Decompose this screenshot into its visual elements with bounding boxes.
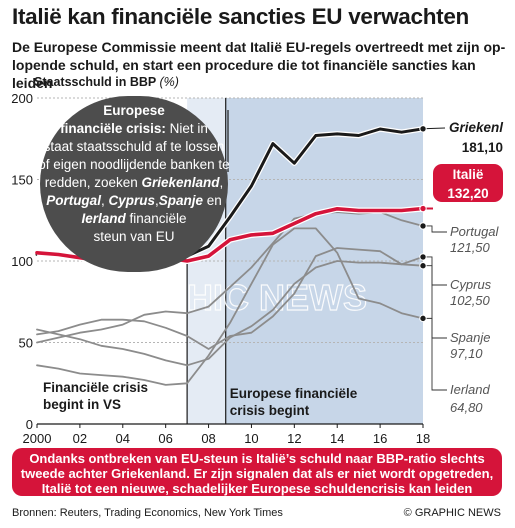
y-tick-label: 200 (11, 91, 33, 106)
x-tick-label: 14 (330, 431, 344, 446)
series-end-marker (419, 314, 427, 323)
annotation-line: financiële crisis: Niet in (60, 121, 208, 136)
x-tick-label: 02 (73, 431, 87, 446)
series-line-portugal (36, 211, 424, 344)
y-tick-label: 0 (26, 417, 33, 432)
y-tick-label: 100 (11, 254, 33, 269)
page-title: Italië kan financiële sancties EU verwac… (12, 4, 470, 29)
series-name-portugal: Portugal (450, 224, 500, 239)
series-name-ierland: Ierland (450, 382, 491, 397)
annotation-line: Ierland financiële (81, 211, 186, 226)
y-axis-title: Staatsschuld in BBP (%) (34, 75, 179, 89)
annotation-bubble (40, 96, 228, 272)
annotation-line: Europese (103, 103, 165, 118)
x-tick-label: 06 (158, 431, 172, 446)
x-tick-label: 12 (287, 431, 301, 446)
x-tick-label: 16 (373, 431, 387, 446)
y-axis-label: Staatsschuld in BBP (34, 75, 157, 89)
footer-note: Ondanks ontbreken van EU-steun is Italië… (20, 451, 494, 496)
series-name-itali: Italië (453, 167, 484, 182)
series-end-marker (419, 204, 427, 213)
credit: © GRAPHIC NEWS (403, 507, 501, 519)
annotation-line: Portugal, Cyprus,Spanje en (46, 193, 222, 208)
y-tick-label: 150 (11, 173, 33, 188)
series-line-spanje (36, 260, 424, 367)
series-end-marker (419, 253, 427, 261)
series-end-marker (419, 222, 427, 230)
series-leader-line (423, 225, 447, 233)
y-axis-unit: (%) (159, 75, 179, 89)
annotation-line: of eigen noodlijdende banken te (38, 157, 229, 172)
series-line-ierland (36, 227, 424, 386)
y-tick-label: 50 (19, 336, 33, 351)
x-tick-label: 08 (201, 431, 215, 446)
series-name-cyprus: Cyprus (450, 277, 492, 292)
series-value-itali: 132,20 (447, 186, 488, 201)
series-end-marker (419, 262, 427, 270)
x-tick-label: 04 (116, 431, 130, 446)
series-value-cyprus: 102,50 (450, 293, 491, 308)
series-line-cyprus (36, 247, 424, 350)
page-subtitle: De Europese Commissie meent dat Italië E… (12, 39, 506, 91)
series-value-spanje: 97,10 (450, 346, 483, 361)
series-leader-line (423, 256, 447, 286)
series-leader-line (423, 265, 447, 339)
series-value-ierland: 64,80 (450, 400, 483, 415)
annotation-line: staat staatsschuld af te lossen (44, 139, 225, 154)
series-name-spanje: Spanje (450, 330, 490, 345)
x-tick-label: 10 (244, 431, 258, 446)
series-value-griekenl: 181,10 (462, 140, 503, 155)
series-name-griekenl: Griekenl (449, 120, 503, 135)
series-end-marker (419, 125, 427, 133)
region-label-us-crisis: Financiële crisis begint in VS (43, 380, 148, 412)
x-tick-label: 18 (416, 431, 430, 446)
footer-note-box: Ondanks ontbreken van EU-steun is Italië… (12, 448, 502, 496)
region-label-eu-crisis: Europese financiële crisis begint (230, 386, 358, 418)
annotation-line: redden, zoeken Griekenland, (45, 175, 224, 190)
italy-label-box (433, 164, 503, 202)
series-value-portugal: 121,50 (450, 240, 491, 255)
source-note: Bronnen: Reuters, Trading Economics, New… (12, 507, 283, 519)
x-tick-label: 2000 (23, 431, 52, 446)
watermark-text: GRAPHIC NEWS (83, 277, 367, 318)
series-leader-line (423, 317, 447, 391)
annotation-line: steun van EU (93, 229, 174, 244)
